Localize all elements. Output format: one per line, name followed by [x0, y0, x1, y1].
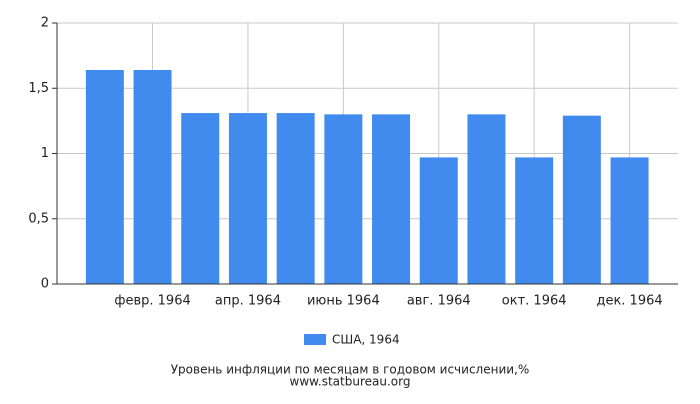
legend-label: США, 1964 [332, 333, 400, 347]
chart-subtitle: www.statbureau.org [290, 375, 411, 389]
x-tick-label: июнь 1964 [307, 294, 380, 309]
y-tick-label: 0 [41, 277, 49, 292]
bar [562, 115, 601, 284]
bar [228, 113, 267, 284]
bar [85, 69, 124, 284]
bar [276, 113, 315, 284]
x-tick-label: дек. 1964 [596, 294, 662, 309]
bar [467, 114, 506, 284]
y-tick-label: 0,5 [28, 211, 49, 226]
x-tick-label: февр. 1964 [114, 294, 190, 309]
bar [372, 114, 411, 284]
bar [419, 157, 458, 284]
bar [610, 157, 649, 284]
chart-title: Уровень инфляции по месяцам в годовом ис… [171, 363, 530, 377]
x-tick-label: окт. 1964 [502, 294, 567, 309]
bar [181, 113, 220, 284]
bar [515, 157, 554, 284]
y-tick-label: 1,5 [28, 81, 49, 96]
legend-swatch [304, 334, 326, 345]
x-tick-label: авг. 1964 [407, 294, 471, 309]
y-tick-label: 2 [41, 16, 49, 31]
bar [324, 114, 363, 284]
x-tick-label: апр. 1964 [215, 294, 281, 309]
bar [133, 69, 172, 284]
y-tick-label: 1 [41, 146, 49, 161]
